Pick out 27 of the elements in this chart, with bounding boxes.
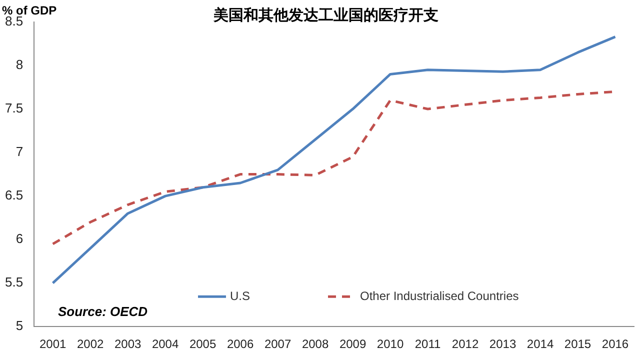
x-tick-label: 2009 (339, 337, 366, 352)
y-tick-label: 5 (16, 318, 24, 334)
x-tick-label: 2012 (452, 337, 479, 352)
y-tick-label: 7 (16, 144, 24, 160)
x-tick-label: 2010 (376, 337, 404, 352)
x-tick-label: 2003 (114, 337, 142, 352)
x-tick-label: 2007 (264, 337, 292, 352)
x-tick-label: 2013 (489, 337, 516, 352)
legend-label: U.S (230, 288, 250, 303)
x-tick-label: 2005 (189, 337, 216, 352)
x-tick-label: 2015 (564, 337, 592, 352)
x-tick-label: 2014 (526, 337, 554, 352)
y-tick-label: 8 (16, 57, 24, 72)
x-tick-label: 2006 (226, 337, 254, 352)
x-tick-label: 2011 (414, 337, 441, 352)
x-tick-label: 2008 (302, 337, 329, 352)
x-tick-label: 2016 (602, 337, 629, 352)
y-tick-label: 6 (16, 231, 24, 246)
x-tick-label: 2002 (76, 337, 104, 352)
y-tick-label: 7.5 (4, 100, 24, 116)
chart-title: 美国和其他发达工业国的医疗开支 (212, 6, 438, 24)
y-tick-label: 6.5 (4, 188, 24, 203)
legend-label: Other Industrialised Countries (360, 288, 519, 303)
annotation: Source: OECD (58, 304, 148, 320)
x-tick-label: 2001 (39, 337, 66, 352)
x-tick-label: 2004 (152, 337, 179, 352)
y-tick-label: 5.5 (4, 274, 24, 290)
